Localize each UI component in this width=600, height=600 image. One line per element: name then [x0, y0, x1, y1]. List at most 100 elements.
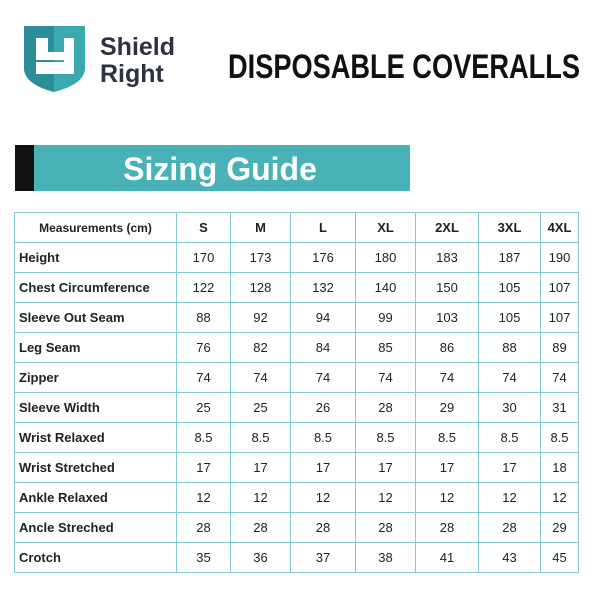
table-row: Wrist Relaxed 8.5 8.5 8.5 8.5 8.5 8.5 8.5: [14, 422, 579, 453]
cell: 28: [355, 392, 416, 423]
cell: 17: [230, 452, 291, 483]
cell: 107: [540, 302, 579, 333]
cell: 74: [230, 362, 291, 393]
column-header: Measurements (cm): [14, 212, 177, 243]
page-title: DISPOSABLE COVERALLS: [228, 48, 580, 86]
cell: 18: [540, 452, 579, 483]
cell: 28: [478, 512, 541, 543]
cell: 12: [290, 482, 356, 513]
column-header: S: [176, 212, 231, 243]
banner-accent: [15, 145, 34, 191]
cell: 17: [355, 452, 416, 483]
row-label: Leg Seam: [14, 332, 177, 363]
banner: [34, 145, 410, 191]
table-row: Sleeve Width 25 25 26 28 29 30 31: [14, 392, 579, 423]
cell: 8.5: [540, 422, 579, 453]
cell: 12: [540, 482, 579, 513]
row-label: Ankle Relaxed: [14, 482, 177, 513]
cell: 38: [355, 542, 416, 573]
banner-title: Sizing Guide: [123, 151, 317, 187]
cell: 12: [230, 482, 291, 513]
cell: 45: [540, 542, 579, 573]
row-label: Sleeve Out Seam: [14, 302, 177, 333]
sizing-table: Measurements (cm) S M L XL 2XL 3XL 4XL Height 170…: [14, 212, 579, 573]
column-header: L: [290, 212, 356, 243]
cell: 41: [415, 542, 479, 573]
cell: 29: [540, 512, 579, 543]
cell: 8.5: [176, 422, 231, 453]
cell: 28: [176, 512, 231, 543]
cell: 107: [540, 272, 579, 303]
cell: 105: [478, 302, 541, 333]
cell: 31: [540, 392, 579, 423]
cell: 12: [355, 482, 416, 513]
row-label: Sleeve Width: [14, 392, 177, 423]
cell: 99: [355, 302, 416, 333]
cell: 74: [176, 362, 231, 393]
cell: 8.5: [290, 422, 356, 453]
cell: 183: [415, 242, 479, 273]
column-header: M: [230, 212, 291, 243]
cell: 180: [355, 242, 416, 273]
cell: 17: [290, 452, 356, 483]
cell: 17: [176, 452, 231, 483]
cell: 128: [230, 272, 291, 303]
cell: 74: [290, 362, 356, 393]
cell: 170: [176, 242, 231, 273]
cell: 76: [176, 332, 231, 363]
table-row: Wrist Stretched 17 17 17 17 17 17 18: [14, 452, 579, 483]
cell: 43: [478, 542, 541, 573]
column-header: 3XL: [478, 212, 541, 243]
table-row: Zipper 74 74 74 74 74 74 74: [14, 362, 579, 393]
cell: 28: [230, 512, 291, 543]
cell: 12: [176, 482, 231, 513]
cell: 88: [176, 302, 231, 333]
table-row: Chest Circumference 122 128 132 140 150 105 107: [14, 272, 579, 303]
cell: 150: [415, 272, 479, 303]
cell: 74: [540, 362, 579, 393]
cell: 86: [415, 332, 479, 363]
table-row: Sleeve Out Seam 88 92 94 99 103 105 107: [14, 302, 579, 333]
cell: 12: [478, 482, 541, 513]
row-label: Wrist Stretched: [14, 452, 177, 483]
cell: 85: [355, 332, 416, 363]
cell: 176: [290, 242, 356, 273]
column-header: 4XL: [540, 212, 579, 243]
cell: 105: [478, 272, 541, 303]
cell: 132: [290, 272, 356, 303]
row-label: Ancle Streched: [14, 512, 177, 543]
cell: 187: [478, 242, 541, 273]
cell: 29: [415, 392, 479, 423]
cell: 89: [540, 332, 579, 363]
cell: 30: [478, 392, 541, 423]
header-row: Measurements (cm) S M L XL 2XL 3XL 4XL: [14, 212, 579, 243]
cell: 28: [415, 512, 479, 543]
column-header: XL: [355, 212, 416, 243]
cell: 17: [478, 452, 541, 483]
logo: [24, 26, 85, 92]
cell: 12: [415, 482, 479, 513]
cell: 35: [176, 542, 231, 573]
cell: 8.5: [478, 422, 541, 453]
row-label: Chest Circumference: [14, 272, 177, 303]
cell: 74: [478, 362, 541, 393]
cell: 28: [355, 512, 416, 543]
cell: 74: [415, 362, 479, 393]
table-row: Ancle Streched 28 28 28 28 28 28 29: [14, 512, 579, 543]
cell: 8.5: [355, 422, 416, 453]
table-row: Ankle Relaxed 12 12 12 12 12 12 12: [14, 482, 579, 513]
table-row: Crotch 35 36 37 38 41 43 45: [14, 542, 579, 573]
cell: 84: [290, 332, 356, 363]
cell: 28: [290, 512, 356, 543]
row-label: Zipper: [14, 362, 177, 393]
cell: 74: [355, 362, 416, 393]
table-row: Leg Seam 76 82 84 85 86 88 89: [14, 332, 579, 363]
cell: 103: [415, 302, 479, 333]
cell: 92: [230, 302, 291, 333]
row-label: Crotch: [14, 542, 177, 573]
cell: 36: [230, 542, 291, 573]
column-header: 2XL: [415, 212, 479, 243]
brand-name: Right: [100, 60, 165, 88]
cell: 26: [290, 392, 356, 423]
